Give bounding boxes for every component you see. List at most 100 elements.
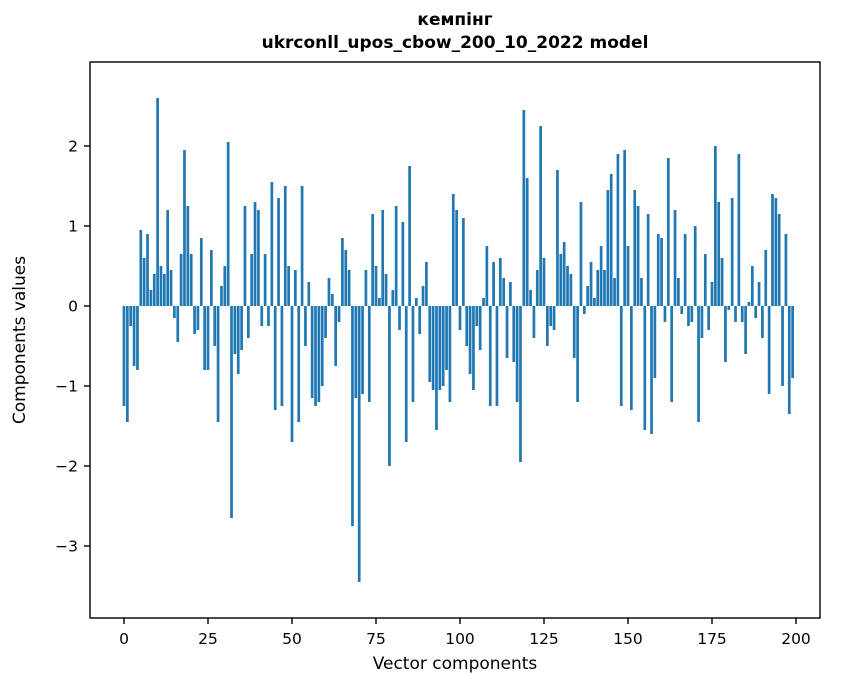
bar-105 [475,306,479,326]
bar-177 [717,202,721,306]
bar-156 [646,214,650,306]
bar-128 [552,306,556,330]
bar-195 [777,214,781,306]
bar-39 [253,202,257,306]
bar-32 [230,306,233,518]
bar-64 [337,306,341,322]
bar-36 [243,206,247,306]
bar-102 [465,306,469,346]
bar-68 [351,306,354,526]
bar-160 [660,238,663,306]
bar-113 [502,278,506,306]
bar-172 [700,306,704,338]
bar-157 [650,306,653,434]
bar-131 [562,242,566,306]
bar-159 [656,234,660,306]
bar-3 [132,306,136,366]
bar-125 [542,258,546,306]
bar-184 [740,306,744,322]
bar-40 [257,210,260,306]
bar-48 [283,186,287,306]
x-tick-label: 175 [697,630,727,648]
bar-82 [398,306,401,330]
bar-6 [142,258,146,306]
bar-108 [485,246,489,306]
bar-67 [347,270,351,306]
bar-63 [334,306,338,366]
bar-170 [693,226,697,306]
bar-154 [640,278,643,306]
bar-193 [771,194,774,306]
bar-47 [280,306,284,406]
bar-115 [509,282,512,306]
bar-25 [206,306,210,370]
bar-15 [173,306,176,318]
bar-112 [498,258,502,306]
y-tick-label: −3 [55,538,78,556]
bar-45 [273,306,277,410]
bar-187 [750,266,754,306]
bar-75 [374,266,378,306]
bar-62 [330,294,334,306]
ticks-group: 0 25 50 75 100 125 150 175 200 2 1 0 −1 −2 −3 [55,138,811,649]
bar-16 [176,306,180,342]
bar-150 [626,246,630,306]
bar-10 [156,98,159,306]
bar-21 [193,306,196,334]
bar-71 [361,306,364,394]
bar-90 [425,262,428,306]
bar-123 [535,270,539,306]
bar-167 [683,234,687,306]
bar-178 [720,258,724,306]
bar-132 [566,266,569,306]
bar-162 [666,158,670,306]
bar-85 [408,166,411,306]
bar-65 [341,238,344,306]
bar-0 [122,306,126,406]
bar-52 [297,306,301,422]
bar-69 [354,306,358,398]
y-tick-label: 2 [68,138,78,156]
bar-124 [539,126,542,306]
bar-152 [633,190,637,306]
bar-80 [391,290,395,306]
bar-144 [606,190,610,306]
bar-183 [737,154,741,306]
bar-130 [559,254,563,306]
bar-18 [183,150,186,306]
bar-194 [774,198,778,306]
bar-81 [394,206,398,306]
bar-145 [609,174,613,306]
bar-91 [428,306,432,382]
bar-13 [166,210,170,306]
bar-92 [431,306,435,390]
bar-53 [300,186,304,306]
bar-1 [126,306,129,422]
bar-133 [569,274,573,306]
bar-120 [525,178,529,306]
bar-83 [401,222,405,306]
bar-146 [613,278,616,306]
bar-173 [703,254,707,306]
bar-23 [199,238,203,306]
bar-142 [599,246,603,306]
bar-38 [250,254,254,306]
bar-104 [472,306,475,390]
bar-126 [546,306,549,346]
bar-176 [714,146,717,306]
bar-73 [367,306,371,402]
bar-20 [189,254,193,306]
bar-74 [371,214,374,306]
x-tick-label: 125 [529,630,559,648]
bar-117 [515,306,519,402]
bar-33 [233,306,237,354]
y-tick-label: 1 [68,218,78,236]
chart-title-model: ukrconll_upos_cbow_200_10_2022 model [262,33,649,53]
bar-46 [277,198,280,306]
bar-11 [159,266,163,306]
bar-61 [327,278,331,306]
bar-77 [381,210,385,306]
bar-116 [512,306,516,362]
